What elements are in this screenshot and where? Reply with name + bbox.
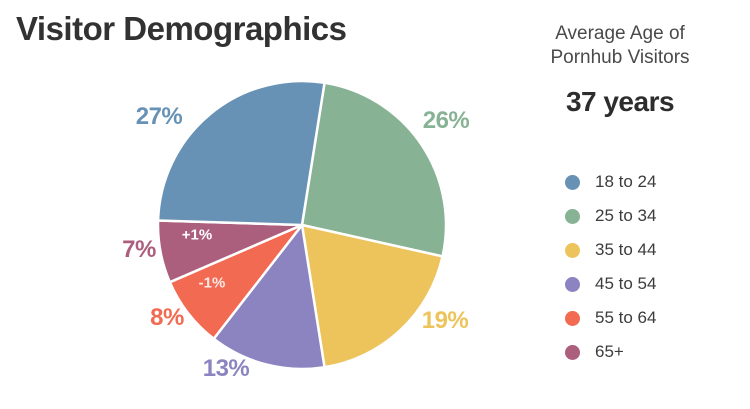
legend-item-18-to-24: 18 to 24 (565, 172, 657, 191)
pct-label-45-to-54: 13% (202, 355, 250, 382)
pie-slice-45-to-54 (212, 223, 326, 371)
pct-label-25-to-34: 26% (422, 107, 470, 134)
legend-item-45-to-54: 45 to 54 (565, 274, 657, 293)
stat-heading-line2: Pornhub Visitors (550, 46, 690, 68)
legend-item-55-to-64: 55 to 64 (565, 308, 657, 327)
pie-chart (156, 79, 448, 371)
legend-label-55-to-64: 55 to 64 (595, 308, 657, 327)
legend-label-25-to-34: 25 to 34 (595, 206, 657, 225)
legend-item-35-to-44: 35 to 44 (565, 240, 657, 259)
legend-dot-18-to-24 (565, 174, 580, 190)
change-label-65: +1% (181, 226, 213, 244)
stat-heading: Average Age of Pornhub Visitors (495, 22, 745, 70)
pct-label-35-to-44: 19% (421, 307, 469, 334)
legend-label-18-to-24: 18 to 24 (595, 172, 657, 191)
legend-dot-25-to-34 (565, 208, 580, 224)
legend-dot-65 (565, 344, 580, 360)
legend-label-45-to-54: 45 to 54 (595, 274, 657, 293)
legend-label-35-to-44: 35 to 44 (595, 240, 657, 259)
pie-slice-35-to-44 (300, 223, 444, 369)
legend-dot-45-to-54 (565, 276, 580, 292)
stat-panel: Average Age of Pornhub Visitors 37 years (495, 22, 745, 118)
stat-heading-line1: Average Age of (555, 23, 685, 44)
change-label-55-to-64: -1% (198, 274, 226, 292)
pct-label-55-to-64: 8% (150, 304, 184, 331)
pie-slice-18-to-24 (156, 79, 326, 227)
pct-label-65: 7% (122, 236, 156, 263)
page-title: Visitor Demographics (16, 10, 347, 47)
pie-slice-25-to-34 (300, 81, 448, 258)
stat-value: 37 years (565, 85, 675, 117)
legend-dot-35-to-44 (565, 242, 580, 258)
legend-item-25-to-34: 25 to 34 (565, 206, 657, 225)
legend-dot-55-to-64 (565, 310, 580, 326)
legend-item-65: 65+ (565, 342, 656, 361)
pct-label-18-to-24: 27% (135, 103, 183, 130)
legend: 18 to 24 25 to 34 35 to 44 45 to 54 55 to 64… (565, 172, 657, 361)
legend-label-65: 65+ (595, 342, 624, 361)
